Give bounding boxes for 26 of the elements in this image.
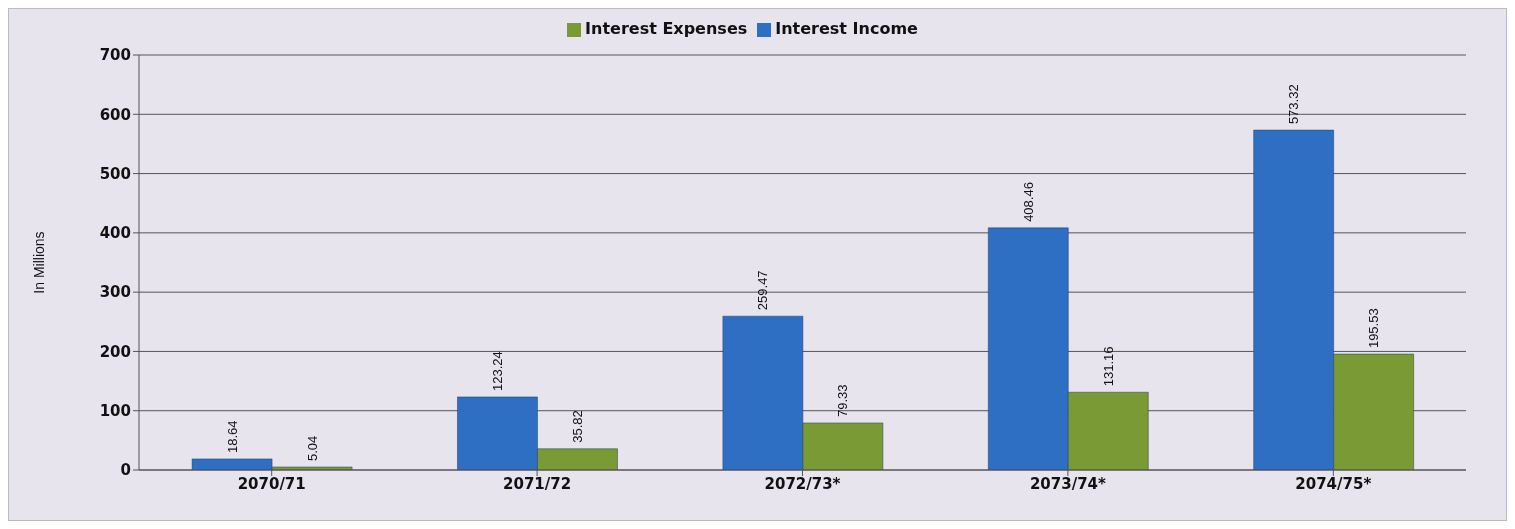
legend-label: Interest Expenses	[585, 19, 748, 38]
data-label: 573.32	[1286, 84, 1302, 125]
data-label: 18.64	[224, 420, 240, 453]
legend-label: Interest Income	[775, 19, 918, 38]
x-tick-label: 2073/74*	[1029, 474, 1107, 493]
x-tick-label: 2071/72	[503, 474, 572, 493]
y-tick-label: 400	[99, 224, 131, 243]
data-label: 195.53	[1366, 308, 1382, 349]
y-tick-label: 700	[99, 46, 131, 65]
y-axis-title: In Millions	[30, 231, 47, 294]
data-label: 123.24	[489, 351, 505, 391]
y-tick-label: 600	[99, 105, 131, 124]
y-tick-label: 300	[99, 283, 131, 302]
x-tick-label: 2074/75*	[1295, 474, 1372, 493]
y-tick-label: 200	[99, 342, 131, 361]
x-tick-label: 2072/73*	[764, 474, 841, 493]
data-label: 79.33	[835, 384, 851, 417]
y-tick-label: 0	[120, 461, 131, 480]
y-tick-label: 100	[99, 402, 131, 421]
data-label: 35.82	[569, 410, 585, 443]
data-label: 259.47	[755, 270, 771, 311]
y-tick-label: 500	[99, 164, 131, 183]
data-label: 5.04	[304, 435, 320, 462]
x-tick-label: 2070/71	[237, 474, 306, 493]
data-label: 131.16	[1100, 346, 1116, 387]
data-label: 408.46	[1020, 182, 1036, 222]
